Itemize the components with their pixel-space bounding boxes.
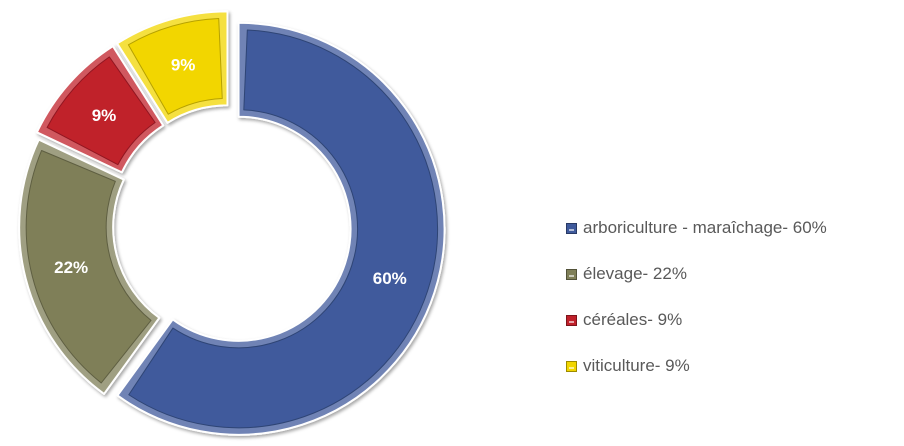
slice-cereales [35,45,165,174]
legend-label-elevage: élevage- 22% [583,264,687,283]
legend-swatch-viticulture [566,360,577,372]
legend-swatch-cereales [566,314,577,326]
legend-swatch-elevage [566,268,577,280]
legend-item-viticulture: viticulture- 9% [566,339,827,393]
data-label-viticulture: 9% [171,56,196,75]
data-label-arboriculture: 60% [373,269,407,288]
slice-arboriculture [116,21,446,436]
legend-label-arboriculture: arboriculture - maraîchage- 60% [583,218,827,237]
slice-elevage [18,138,161,395]
legend-item-cereales: céréales- 9% [566,293,827,347]
legend-label-cereales: céréales- 9% [583,310,683,329]
slice-viticulture [116,10,229,124]
legend-label-viticulture: viticulture- 9% [583,356,690,375]
legend-item-arboriculture: arboriculture - maraîchage- 60% [566,201,827,255]
legend: arboriculture - maraîchage- 60% élevage-… [566,201,827,393]
data-label-cereales: 9% [92,106,117,125]
data-label-elevage: 22% [54,258,88,277]
legend-item-elevage: élevage- 22% [566,247,827,301]
legend-swatch-arboriculture [566,222,577,234]
